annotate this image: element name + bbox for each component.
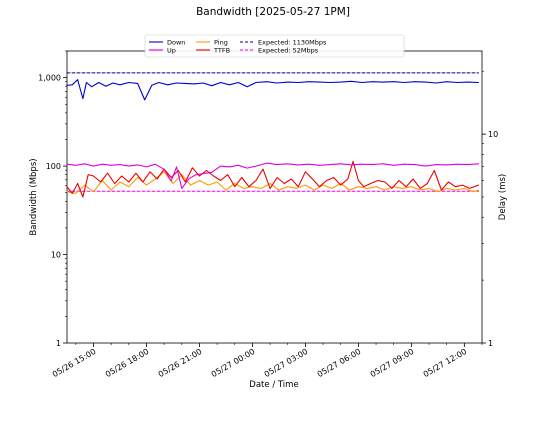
x-tick-label: 05/27 00:00 <box>210 347 257 379</box>
y2-tick-label: 10 <box>488 130 498 139</box>
x-tick-label: 05/26 21:00 <box>157 347 204 379</box>
legend-label: TTFB <box>213 46 230 54</box>
x-axis-label: Date / Time <box>249 380 298 390</box>
series-line-up <box>66 162 480 189</box>
x-tick-label: 05/27 03:00 <box>263 347 310 379</box>
legend-label: Up <box>167 46 176 54</box>
y-tick-label: 10 <box>51 251 61 260</box>
series-layer <box>66 72 480 198</box>
legend-label: Expected: 1130Mbps <box>258 38 327 46</box>
legend-label: Down <box>167 38 185 46</box>
series-line-ttfb <box>66 160 480 198</box>
x-tick-label: 05/27 12:00 <box>422 347 469 379</box>
y-tick-label: 100 <box>46 162 61 171</box>
y2-tick-label: 1 <box>488 339 493 348</box>
y-tick-label: 1 <box>56 339 61 348</box>
legend-box <box>144 34 405 58</box>
series-line-ping <box>66 171 480 194</box>
chart-title: Bandwidth [2025-05-27 1PM] <box>196 6 350 18</box>
y-tick-label: 1,000 <box>38 74 61 83</box>
y-axis-label: Bandwidth (Mbps) <box>29 158 39 235</box>
x-tick-label: 05/26 15:00 <box>51 347 98 379</box>
x-tick-label: 05/26 18:00 <box>104 347 151 379</box>
series-line-down <box>66 79 480 101</box>
legend-label: Ping <box>214 38 228 46</box>
x-tick-label: 05/27 09:00 <box>369 347 416 379</box>
y2-axis-label: Delay (ms) <box>498 174 508 220</box>
plot-area <box>66 50 483 344</box>
legend-label: Expected: 52Mbps <box>258 46 319 54</box>
x-tick-label: 05/27 06:00 <box>316 347 363 379</box>
